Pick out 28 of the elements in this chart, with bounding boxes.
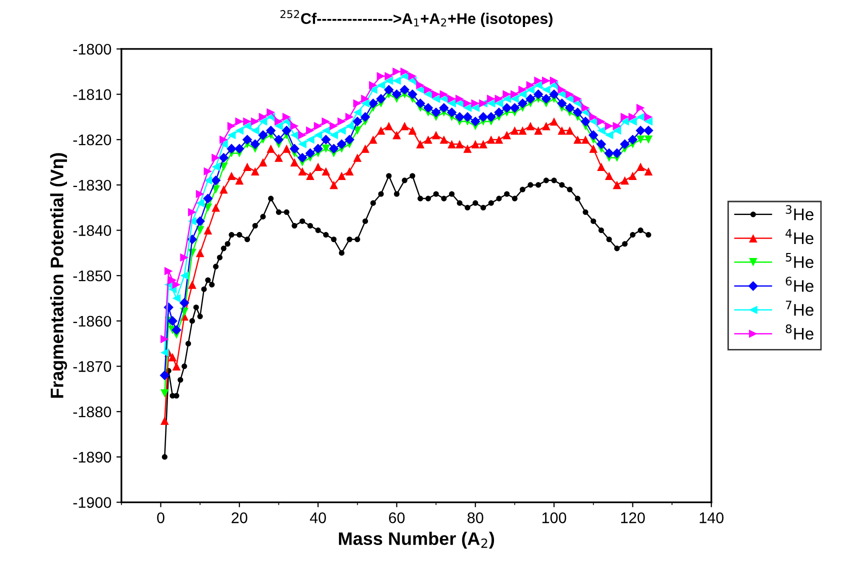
chart-title: $^{252}$Cf--------------->A$_{1}$+A$_{2}$+He (isotopes) [280, 10, 552, 28]
y-tick-label: -1900 [73, 497, 112, 508]
y-tick-label: -1880 [73, 406, 112, 418]
x-tick-label: 60 [389, 512, 405, 524]
legend-label: $^{8}$He [786, 324, 814, 340]
x-axis-title: Mass Number (A$_{2}$) [338, 532, 494, 549]
x-tick-label: 120 [621, 512, 645, 524]
x-tick-label: 0 [157, 512, 164, 524]
x-tick-label: 100 [542, 512, 566, 524]
y-tick-label: -1820 [73, 134, 112, 146]
legend-label: $^{4}$He [786, 229, 814, 244]
y-tick-label: -1860 [73, 316, 112, 327]
y-tick-label: -1830 [73, 180, 112, 191]
legend-label: $^{7}$He [786, 300, 814, 316]
y-tick-label: -1840 [73, 225, 112, 236]
y-tick-label: -1800 [73, 44, 112, 55]
legend-label: $^{6}$He [786, 276, 814, 292]
x-tick-label: 140 [700, 512, 724, 524]
legend-label: $^{3}$He [786, 205, 814, 220]
x-tick-label: 80 [468, 512, 484, 524]
y-tick-label: -1890 [73, 452, 112, 463]
y-tick-label: -1810 [73, 89, 112, 100]
x-tick-label: 20 [232, 512, 248, 524]
y-axis-title: Fragmentation Potential (Vη) [50, 153, 68, 398]
legend-label: $^{5}$He [786, 252, 814, 268]
y-tick-label: -1870 [73, 361, 112, 372]
y-tick-label: -1850 [73, 270, 112, 282]
x-tick-label: 40 [310, 512, 326, 524]
